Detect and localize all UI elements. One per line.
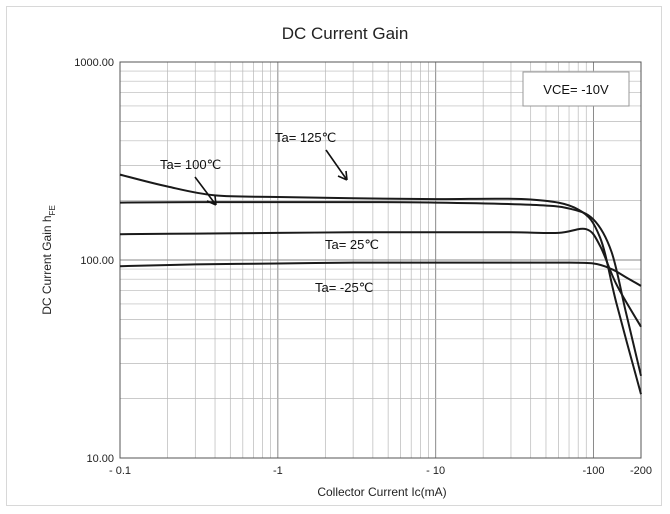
chart-title: DC Current Gain bbox=[282, 24, 409, 43]
condition-box-frame bbox=[522, 71, 630, 107]
y-tick-label: 100.00 bbox=[80, 255, 114, 267]
x-tick-label: -100 bbox=[582, 465, 604, 477]
label-ta-25: Ta= 25℃ bbox=[325, 237, 379, 252]
label-ta-125: Ta= 125℃ bbox=[275, 130, 336, 145]
x-axis-label: Collector Current Ic(mA) bbox=[317, 485, 446, 499]
chart-frame: DC Current Gain 1000.00 100.00 10.00- 0.1 -… bbox=[6, 6, 662, 506]
arrow-ta-100 bbox=[194, 176, 217, 206]
dc-current-gain-chart: DC Current Gain 1000.00 100.00 10.00- 0.1 -… bbox=[40, 24, 652, 499]
series-line-2 bbox=[119, 227, 642, 328]
grid-layer bbox=[119, 62, 642, 459]
y-axis-label-text: DC Current Gain hFE bbox=[40, 205, 57, 315]
x-tick-label: - 10 bbox=[426, 465, 445, 477]
plot-border bbox=[119, 61, 642, 459]
label-ta-neg25: Ta= -25℃ bbox=[315, 280, 373, 295]
y-axis-label-subscript: FE bbox=[48, 205, 57, 215]
y-tick-label: 1000.00 bbox=[74, 57, 114, 69]
x-tick-label: -200 bbox=[630, 465, 652, 477]
condition-label: VCE= -10V bbox=[543, 82, 609, 97]
label-ta-100: Ta= 100℃ bbox=[160, 157, 221, 172]
tick-label-layer: 1000.00 100.00 10.00- 0.1 -1 - 10 -100 -200 bbox=[74, 57, 652, 477]
condition-box: VCE= -10V bbox=[522, 71, 630, 107]
curve-layer bbox=[119, 173, 642, 395]
series-line-3 bbox=[119, 261, 642, 287]
series-line-1 bbox=[119, 201, 642, 377]
x-tick-label: - 0.1 bbox=[109, 465, 131, 477]
y-tick-label: 10.00 bbox=[86, 453, 114, 465]
y-axis-label: DC Current Gain hFE bbox=[40, 205, 57, 315]
y-axis-label-main: DC Current Gain h bbox=[40, 215, 54, 314]
series-annotation-layer: Ta= 125℃ Ta= 100℃ Ta= 25℃ Ta= -25℃ bbox=[160, 130, 379, 295]
x-tick-label: -1 bbox=[273, 465, 283, 477]
arrow-ta-125 bbox=[325, 149, 348, 181]
